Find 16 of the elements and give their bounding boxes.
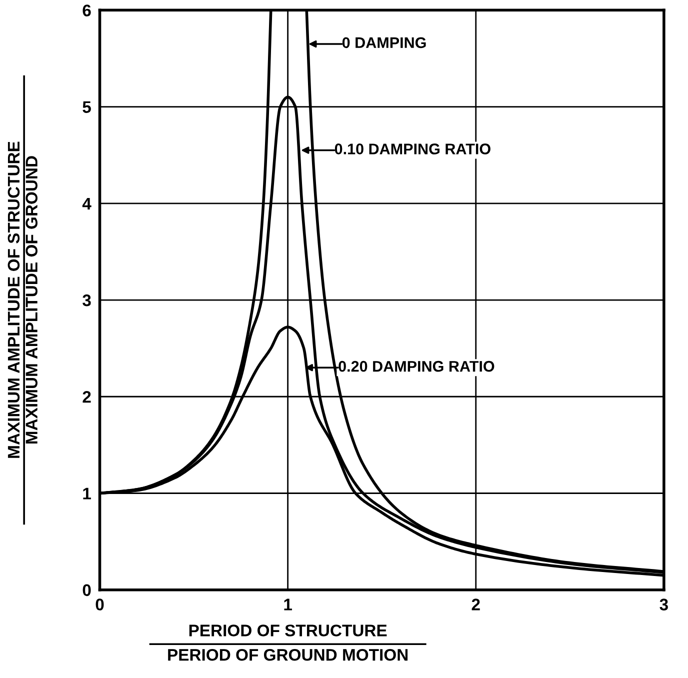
y-tick-label: 3 — [82, 294, 91, 306]
annotation: 0.20 DAMPING RATIO — [338, 360, 494, 372]
y-axis-title: MAXIMUM AMPLITUDE OF STRUCTURE MAXIMUM AMPLITUDE OF GROUND — [8, 142, 38, 458]
y-tick-label: 1 — [83, 488, 91, 500]
y-tick-label: 0 — [82, 584, 91, 596]
x-axis-title: PERIOD OF STRUCTURE PERIOD OF GROUND MOTION — [168, 624, 408, 661]
x-tick-label: 2 — [472, 598, 480, 610]
annotation: 0.10 DAMPING RATIO — [334, 144, 490, 154]
y-tick-label: 4 — [82, 198, 92, 210]
x-tick-label: 1 — [284, 598, 292, 610]
annotation: 0 DAMPING — [342, 37, 426, 48]
y-tick-label: 2 — [82, 391, 91, 403]
y-tick-label: 6 — [82, 4, 91, 16]
x-tick-label: 3 — [660, 598, 668, 610]
y-tick-label: 5 — [82, 101, 91, 113]
x-tick-label: 0 — [96, 598, 104, 610]
